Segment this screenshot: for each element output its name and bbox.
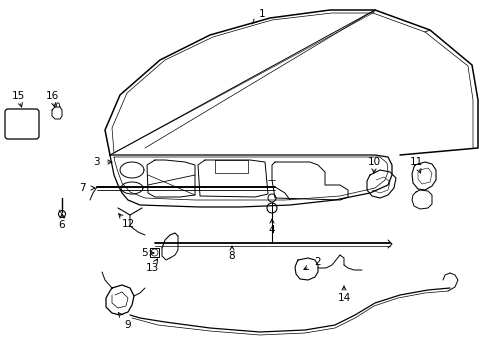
Text: 6: 6 bbox=[59, 214, 65, 230]
Text: 9: 9 bbox=[118, 312, 131, 330]
Text: 16: 16 bbox=[45, 91, 59, 107]
Text: 11: 11 bbox=[408, 157, 422, 173]
Bar bbox=[150, 248, 159, 257]
Text: 15: 15 bbox=[11, 91, 24, 107]
Text: 14: 14 bbox=[337, 286, 350, 303]
Text: 7: 7 bbox=[79, 183, 95, 193]
Text: 1: 1 bbox=[251, 9, 265, 24]
Text: 4: 4 bbox=[268, 219, 275, 235]
Text: 8: 8 bbox=[228, 246, 235, 261]
Text: 5: 5 bbox=[142, 248, 154, 258]
Text: 13: 13 bbox=[145, 259, 158, 273]
Text: 3: 3 bbox=[93, 157, 112, 167]
Text: 10: 10 bbox=[366, 157, 380, 173]
Text: 12: 12 bbox=[119, 214, 134, 229]
Text: 2: 2 bbox=[303, 257, 321, 270]
